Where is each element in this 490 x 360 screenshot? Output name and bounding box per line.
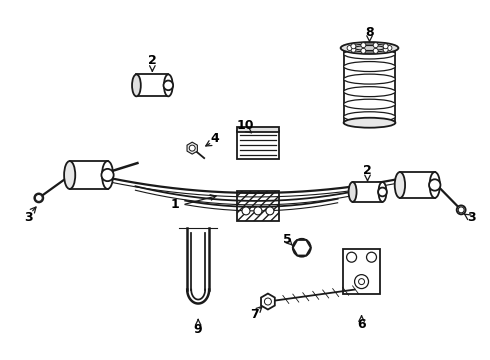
Circle shape: [359, 279, 365, 285]
Ellipse shape: [132, 75, 141, 96]
Circle shape: [361, 43, 366, 48]
Bar: [70, 161, 107, 189]
Bar: [400, 172, 435, 198]
Circle shape: [346, 252, 357, 262]
Ellipse shape: [343, 87, 395, 96]
Text: 3: 3: [467, 211, 475, 224]
Circle shape: [429, 179, 441, 191]
Bar: [353, 182, 383, 202]
Circle shape: [458, 207, 464, 213]
Circle shape: [35, 194, 42, 201]
Ellipse shape: [430, 172, 440, 198]
Text: 10: 10: [236, 119, 254, 132]
Circle shape: [164, 81, 173, 90]
Circle shape: [265, 298, 271, 305]
Bar: [136, 75, 168, 96]
Ellipse shape: [164, 75, 172, 96]
Circle shape: [351, 44, 356, 49]
Text: 3: 3: [24, 211, 33, 224]
Circle shape: [189, 145, 195, 151]
Ellipse shape: [34, 193, 43, 202]
Ellipse shape: [343, 118, 395, 128]
Ellipse shape: [343, 112, 395, 122]
Circle shape: [296, 242, 308, 254]
Circle shape: [361, 48, 366, 53]
Circle shape: [383, 47, 388, 52]
Circle shape: [101, 169, 114, 181]
Text: 4: 4: [211, 132, 220, 145]
Ellipse shape: [348, 44, 391, 52]
Circle shape: [266, 207, 274, 215]
Ellipse shape: [457, 206, 465, 214]
Bar: [343, 249, 380, 294]
Ellipse shape: [395, 172, 405, 198]
Ellipse shape: [355, 45, 385, 50]
Bar: [237, 191, 279, 221]
Circle shape: [383, 44, 388, 49]
Circle shape: [378, 188, 387, 196]
Text: 6: 6: [357, 318, 366, 331]
Ellipse shape: [102, 161, 113, 189]
Circle shape: [387, 45, 392, 50]
Circle shape: [355, 275, 368, 289]
Bar: [237, 127, 279, 132]
Ellipse shape: [343, 49, 395, 59]
Ellipse shape: [378, 182, 387, 202]
Text: 1: 1: [171, 198, 180, 211]
Text: 2: 2: [363, 163, 372, 176]
Text: 5: 5: [283, 233, 292, 246]
Ellipse shape: [341, 42, 398, 54]
Bar: [237, 131, 279, 159]
Circle shape: [254, 207, 262, 215]
Ellipse shape: [64, 161, 75, 189]
Ellipse shape: [343, 74, 395, 84]
Ellipse shape: [343, 99, 395, 109]
Text: 7: 7: [250, 308, 259, 321]
Circle shape: [373, 48, 378, 53]
Circle shape: [242, 207, 250, 215]
Circle shape: [367, 252, 376, 262]
Ellipse shape: [348, 182, 357, 202]
Text: 2: 2: [148, 54, 157, 67]
Circle shape: [347, 45, 352, 50]
Ellipse shape: [343, 62, 395, 72]
Text: 8: 8: [365, 26, 374, 39]
Ellipse shape: [293, 239, 311, 257]
Circle shape: [351, 47, 356, 52]
Text: 9: 9: [194, 323, 202, 336]
Circle shape: [373, 43, 378, 48]
